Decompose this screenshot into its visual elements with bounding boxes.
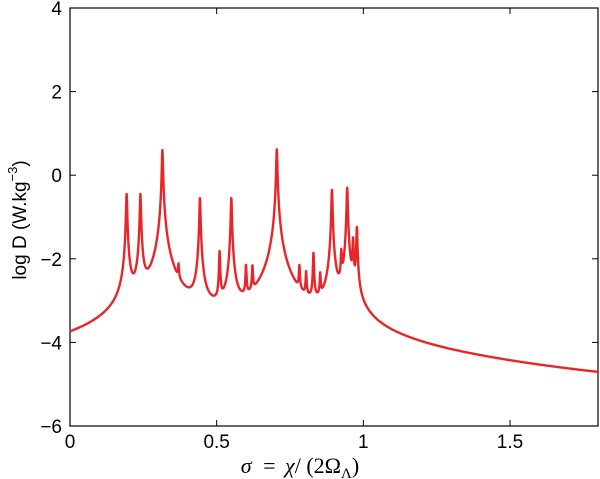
x-tick-label: 1 xyxy=(358,432,369,453)
x-axis-label-slash: / (2Ω xyxy=(295,453,341,478)
tick-label-group: 0 0.5 1 1.5 −6 −4 −2 0 2 4 xyxy=(40,0,523,453)
y-tick-label: 4 xyxy=(51,0,62,20)
spectrum-line xyxy=(68,148,600,374)
x-axis-label-close: ) xyxy=(352,453,359,478)
x-axis-label-sub: Λ xyxy=(341,466,352,479)
y-axis-label-close: ) xyxy=(10,160,31,166)
x-tick-label: 0 xyxy=(65,432,76,453)
x-tick-label: 1.5 xyxy=(497,432,523,453)
svg-text:log D (W.kg−3): log D (W.kg−3) xyxy=(5,160,31,279)
tick-group xyxy=(69,7,598,427)
x-axis-label: σ = χ/ (2ΩΛ) xyxy=(241,453,359,479)
y-tick-label: −4 xyxy=(40,333,62,354)
y-tick-label: −2 xyxy=(40,250,62,271)
x-axis-label-sigma: σ xyxy=(241,453,253,478)
y-tick-label: 0 xyxy=(51,166,62,187)
x-tick-label: 0.5 xyxy=(203,432,229,453)
x-axis-label-chi: χ xyxy=(283,453,296,478)
y-tick-label: −6 xyxy=(40,417,62,438)
svg-text:σ = χ/ (2ΩΛ): σ = χ/ (2ΩΛ) xyxy=(241,453,359,479)
y-axis-label: log D (W.kg−3) xyxy=(5,160,31,279)
y-axis-label-sup: −3 xyxy=(5,167,20,182)
y-axis-label-main: log D (W.kg xyxy=(10,181,31,279)
x-axis-label-eq: = xyxy=(263,453,275,478)
y-tick-label: 2 xyxy=(51,83,62,104)
